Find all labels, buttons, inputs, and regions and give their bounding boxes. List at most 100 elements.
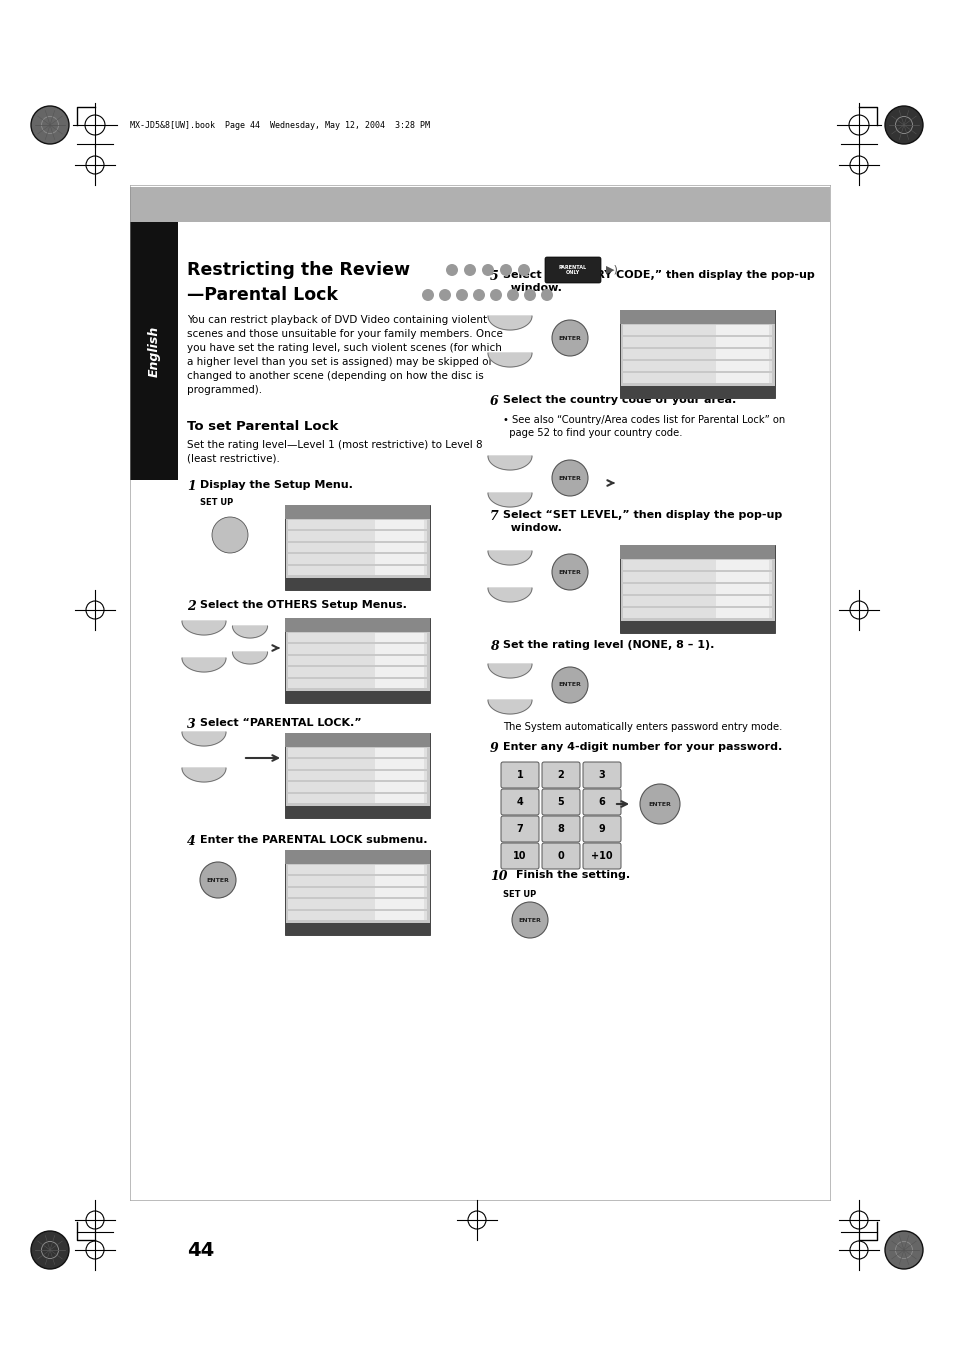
FancyBboxPatch shape: [375, 748, 424, 758]
FancyBboxPatch shape: [716, 571, 768, 582]
FancyBboxPatch shape: [622, 584, 771, 594]
FancyBboxPatch shape: [375, 911, 424, 920]
FancyBboxPatch shape: [288, 782, 427, 792]
Polygon shape: [233, 626, 267, 638]
Circle shape: [481, 263, 494, 276]
FancyBboxPatch shape: [288, 888, 427, 897]
Text: 5: 5: [558, 797, 564, 807]
FancyBboxPatch shape: [622, 561, 771, 570]
Text: MX-JD5&8[UW].book  Page 44  Wednesday, May 12, 2004  3:28 PM: MX-JD5&8[UW].book Page 44 Wednesday, May…: [130, 120, 430, 130]
Text: 2: 2: [187, 600, 195, 613]
Text: Enter the PARENTAL LOCK submenu.: Enter the PARENTAL LOCK submenu.: [200, 835, 427, 844]
Text: You can restrict playback of DVD Video containing violent
scenes and those unsui: You can restrict playback of DVD Video c…: [187, 315, 502, 394]
FancyBboxPatch shape: [619, 386, 774, 399]
Text: SET UP: SET UP: [200, 499, 233, 507]
Polygon shape: [488, 551, 532, 565]
FancyBboxPatch shape: [288, 644, 427, 654]
FancyBboxPatch shape: [619, 544, 774, 559]
FancyBboxPatch shape: [375, 634, 424, 642]
Text: 9: 9: [598, 824, 605, 834]
FancyBboxPatch shape: [375, 900, 424, 909]
FancyBboxPatch shape: [288, 566, 427, 576]
Circle shape: [421, 289, 434, 301]
FancyBboxPatch shape: [285, 690, 430, 703]
Polygon shape: [182, 658, 226, 671]
Text: Select “COUNTRY CODE,” then display the pop-up
  window.: Select “COUNTRY CODE,” then display the …: [502, 270, 814, 293]
FancyBboxPatch shape: [716, 349, 768, 359]
FancyBboxPatch shape: [582, 789, 620, 815]
FancyBboxPatch shape: [288, 554, 427, 563]
FancyBboxPatch shape: [375, 759, 424, 769]
FancyBboxPatch shape: [622, 349, 771, 359]
Text: Display the Setup Menu.: Display the Setup Menu.: [200, 480, 353, 490]
FancyBboxPatch shape: [375, 531, 424, 540]
FancyBboxPatch shape: [622, 596, 771, 607]
FancyBboxPatch shape: [288, 531, 427, 540]
Text: SET UP: SET UP: [502, 890, 536, 898]
Text: Set the rating level—Level 1 (most restrictive) to Level 8
(least restrictive).: Set the rating level—Level 1 (most restr…: [187, 440, 482, 463]
Circle shape: [512, 902, 547, 938]
Text: Restricting the Review: Restricting the Review: [187, 261, 410, 280]
FancyBboxPatch shape: [285, 505, 430, 519]
Text: 10: 10: [490, 870, 507, 884]
Text: Select the country code of your area.: Select the country code of your area.: [502, 394, 736, 405]
Circle shape: [30, 1231, 69, 1269]
FancyBboxPatch shape: [285, 617, 430, 703]
FancyBboxPatch shape: [375, 655, 424, 665]
FancyBboxPatch shape: [288, 877, 427, 886]
Text: • See also “Country/Area codes list for Parental Lock” on
  page 52 to find your: • See also “Country/Area codes list for …: [502, 415, 784, 438]
Text: Set the rating level (NONE, 8 – 1).: Set the rating level (NONE, 8 – 1).: [502, 640, 714, 650]
FancyBboxPatch shape: [622, 373, 771, 382]
Circle shape: [499, 263, 512, 276]
FancyBboxPatch shape: [285, 734, 430, 747]
Text: The System automatically enters password entry mode.: The System automatically enters password…: [502, 721, 781, 732]
Text: 1: 1: [517, 770, 523, 780]
Text: English: English: [148, 326, 160, 377]
FancyBboxPatch shape: [500, 762, 538, 788]
Circle shape: [456, 289, 468, 301]
FancyBboxPatch shape: [285, 617, 430, 632]
Text: ENTER: ENTER: [558, 335, 580, 340]
FancyBboxPatch shape: [288, 667, 427, 677]
FancyBboxPatch shape: [619, 309, 774, 324]
Circle shape: [200, 862, 235, 898]
Text: 1: 1: [187, 480, 195, 493]
Text: —Parental Lock: —Parental Lock: [187, 286, 337, 304]
Text: 2: 2: [558, 770, 564, 780]
Text: 8: 8: [490, 640, 498, 653]
FancyBboxPatch shape: [285, 850, 430, 865]
FancyBboxPatch shape: [285, 923, 430, 935]
Text: Select “SET LEVEL,” then display the pop-up
  window.: Select “SET LEVEL,” then display the pop…: [502, 509, 781, 534]
FancyBboxPatch shape: [541, 762, 579, 788]
FancyBboxPatch shape: [619, 309, 774, 399]
FancyBboxPatch shape: [288, 520, 427, 530]
FancyBboxPatch shape: [716, 373, 768, 382]
Text: 10: 10: [513, 851, 526, 861]
Text: +10: +10: [591, 851, 612, 861]
Text: ENTER: ENTER: [648, 801, 671, 807]
Circle shape: [212, 517, 248, 553]
Text: 9: 9: [490, 742, 498, 755]
FancyBboxPatch shape: [130, 222, 178, 480]
FancyBboxPatch shape: [716, 596, 768, 607]
Polygon shape: [182, 732, 226, 746]
Text: 5: 5: [490, 270, 498, 282]
Text: 44: 44: [187, 1240, 214, 1259]
FancyBboxPatch shape: [375, 667, 424, 677]
Circle shape: [552, 554, 587, 590]
FancyBboxPatch shape: [622, 361, 771, 372]
FancyBboxPatch shape: [288, 771, 427, 780]
FancyBboxPatch shape: [288, 634, 427, 642]
FancyBboxPatch shape: [285, 850, 430, 935]
FancyBboxPatch shape: [716, 336, 768, 347]
FancyBboxPatch shape: [288, 759, 427, 769]
FancyBboxPatch shape: [288, 678, 427, 688]
Circle shape: [463, 263, 476, 276]
FancyBboxPatch shape: [375, 865, 424, 874]
FancyBboxPatch shape: [288, 900, 427, 909]
Text: Finish the setting.: Finish the setting.: [516, 870, 630, 880]
Polygon shape: [488, 700, 532, 713]
FancyBboxPatch shape: [541, 816, 579, 842]
FancyBboxPatch shape: [500, 843, 538, 869]
Polygon shape: [182, 621, 226, 635]
